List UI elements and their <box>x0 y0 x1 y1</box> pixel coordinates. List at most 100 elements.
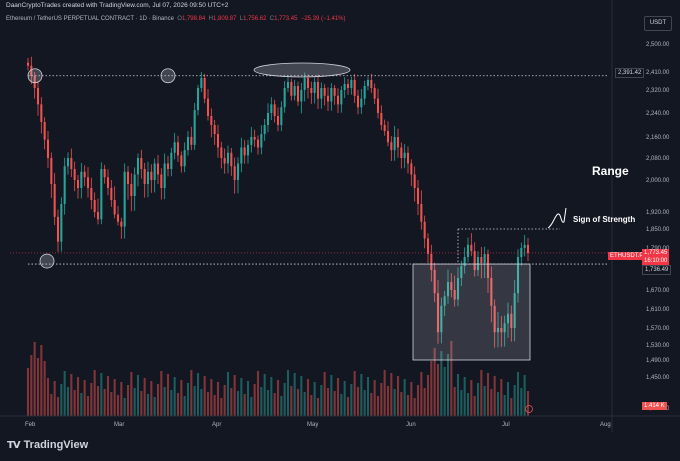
candle-body <box>290 82 293 96</box>
price-tick-label: 2,160.00 <box>646 135 670 141</box>
symbol-name[interactable]: Ethereum / TetherUS PERPETUAL CONTRACT ·… <box>6 16 174 22</box>
price-tick-label: 1,570.00 <box>646 326 670 332</box>
candle-body <box>493 305 496 333</box>
volume-bars <box>26 341 530 416</box>
countdown-tag: 16:10:00 <box>642 257 670 265</box>
candle-body <box>320 88 323 99</box>
candle-body <box>216 134 220 148</box>
volume-bar <box>480 370 483 416</box>
volume-bar <box>106 376 110 416</box>
event-marker-icon <box>525 405 533 413</box>
volume-bar <box>273 393 276 416</box>
candle-body <box>376 98 380 113</box>
volume-bar <box>116 395 120 416</box>
volume-bar <box>306 379 310 416</box>
volume-bar <box>460 390 463 416</box>
candle-body <box>30 65 33 76</box>
candle-body <box>426 238 430 254</box>
candle-body <box>196 88 200 111</box>
currency-button[interactable]: USDT <box>644 16 672 31</box>
volume-bar <box>436 364 440 416</box>
tradingview-logo[interactable]: TV TradingView <box>7 439 88 451</box>
volume-bar <box>376 396 380 416</box>
volume-bar <box>183 396 186 416</box>
volume-bar <box>340 394 343 416</box>
candle-body <box>270 104 273 113</box>
volume-bar <box>356 387 360 416</box>
volume-bar <box>410 382 413 416</box>
candle-body <box>463 257 466 266</box>
volume-bar <box>93 370 96 416</box>
volume-bar <box>250 397 253 416</box>
volume-bar <box>256 371 260 416</box>
volume-bar <box>30 355 33 416</box>
candle-body <box>223 158 226 164</box>
high-label: H <box>208 16 214 22</box>
volume-bar <box>176 393 180 416</box>
volume-bar <box>403 379 406 416</box>
volume-bar <box>140 391 143 416</box>
candle-body <box>50 158 53 184</box>
tradingview-logo-icon: TV <box>7 439 21 451</box>
candle-body <box>476 257 480 270</box>
volume-bar <box>323 372 326 416</box>
volume-bar <box>440 351 443 416</box>
volume-bar <box>180 380 183 416</box>
volume-bar <box>493 376 496 416</box>
candle-body <box>503 323 506 333</box>
volume-bar <box>470 380 473 416</box>
volume-bar <box>43 361 46 416</box>
high-value: 1,809.87 <box>213 16 237 22</box>
volume-bar <box>76 377 80 416</box>
candle-body <box>276 116 280 125</box>
volume-bar <box>310 395 313 416</box>
candle-body <box>123 171 126 227</box>
volume-bar <box>303 392 306 416</box>
price-tick-label: 1,530.00 <box>646 343 670 349</box>
candle-body <box>380 113 383 125</box>
time-tick-label: Mar <box>114 422 124 428</box>
volume-bar <box>150 381 153 416</box>
volume-bar <box>143 378 146 416</box>
volume-bar <box>226 372 230 416</box>
candle-body <box>450 282 453 290</box>
candle-body <box>150 171 153 180</box>
volume-bar <box>113 379 116 416</box>
volume-bar <box>66 387 70 416</box>
volume-bar <box>186 383 190 416</box>
volume-bar <box>363 390 366 416</box>
volume-bar <box>353 371 356 416</box>
candle-body <box>456 278 460 300</box>
candle-body <box>406 152 410 164</box>
candle-body <box>176 142 180 156</box>
candle-body <box>353 80 356 96</box>
volume-bar <box>336 378 340 416</box>
low-value: 1,756.62 <box>243 16 267 22</box>
volume-bar <box>473 396 476 416</box>
volume-bar <box>526 391 530 416</box>
candle-body <box>343 84 346 90</box>
candle-body <box>366 80 370 86</box>
candle-body <box>260 134 263 148</box>
candle-body <box>356 95 360 108</box>
volume-bar <box>456 374 460 416</box>
candle-body <box>506 313 510 324</box>
volume-bar <box>420 372 423 416</box>
volume-bar <box>126 385 130 416</box>
candle-body <box>310 88 313 93</box>
volume-bar <box>293 373 296 416</box>
candle-body <box>340 90 343 105</box>
range-box <box>412 263 531 361</box>
candle-body <box>153 163 156 180</box>
volume-bar <box>520 388 523 416</box>
volume-bar <box>433 348 436 416</box>
volume-bar <box>190 370 193 416</box>
candle-body <box>243 147 246 156</box>
candle-body <box>283 88 286 108</box>
candle-body <box>470 244 473 251</box>
volume-bar <box>283 383 286 416</box>
candle-body <box>186 137 190 151</box>
candle-body <box>43 122 46 140</box>
candle-body <box>370 80 373 88</box>
